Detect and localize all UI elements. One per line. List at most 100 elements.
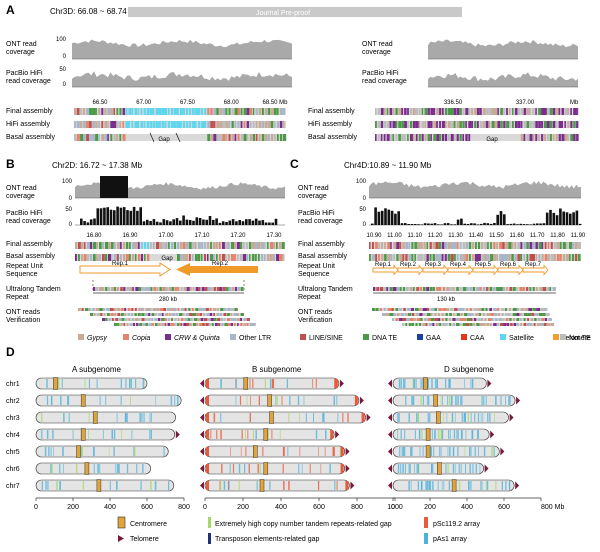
basal-assembly-bar-b-segment [123, 254, 126, 261]
ultralong-bar-c-segment [502, 287, 505, 291]
basal-assembly-bar-a-segment [146, 134, 149, 141]
chromosome-body [204, 462, 345, 475]
ont-verify-read-b-segment [192, 323, 196, 326]
hifi-assembly-label-right: HiFi assembly [308, 121, 352, 128]
ultralong-bar-b-segment [135, 287, 139, 291]
final-assembly-bar-b-segment [93, 242, 97, 249]
ont-verify-read-b-segment [92, 308, 95, 311]
ont-label-b-1: ONT read [6, 185, 37, 192]
basal-assembly-bar-b-segment [177, 254, 180, 261]
psc-array-start [206, 430, 209, 439]
ont-verify-read-c-segment [512, 308, 517, 311]
ont-verify-read-c-segment [523, 318, 526, 321]
repeat-band [134, 447, 136, 456]
repeat-band [425, 481, 427, 490]
repeat-band [422, 447, 424, 456]
hifi-coverage-bar-c [377, 211, 381, 225]
hifi-coverage-bar-b [103, 207, 106, 225]
psc-swatch [424, 517, 428, 528]
hifi-assembly-bar-a-right-segment [573, 121, 576, 128]
ont-verify-read-c-segment [422, 323, 426, 326]
hifi-assembly-bar-a-right-segment [462, 121, 465, 128]
ont-verify-read-b-segment [151, 318, 154, 321]
ont-verify-read-b-segment [151, 323, 154, 326]
hifi-assembly-bar-a-segment [149, 121, 153, 128]
ont-verify-read-b-segment [183, 323, 187, 326]
basal-assembly-bar-c-segment [505, 254, 509, 261]
basal-assembly-bar-c-segment [432, 254, 436, 261]
basal-assembly-bar-b-segment [102, 254, 105, 261]
final-assembly-bar-c-segment [408, 242, 410, 249]
final-assembly-bar-c-segment [568, 242, 572, 249]
basal-assembly-bar-a-segment [83, 134, 86, 141]
gap-label-b: Gap [161, 256, 173, 262]
basal-assembly-bar-b-segment [132, 254, 135, 261]
repeat-band [470, 413, 472, 422]
ont-verify-read-b-segment [88, 308, 91, 311]
repeat-band [44, 447, 47, 456]
ont-verify-read-b-segment [249, 323, 253, 326]
repeat-band [486, 481, 489, 490]
repeat-band [457, 396, 459, 405]
axis-label-d: 400 [104, 504, 116, 511]
basal-assembly-bar-b-segment [282, 254, 284, 261]
ont-verify-read-c-segment [426, 308, 430, 311]
watermark-bar [128, 7, 462, 17]
ont-verify-read-b-segment [120, 308, 124, 311]
legend-swatch-line_sine [300, 334, 306, 340]
final-assembly-bar-a-right-segment [380, 108, 384, 115]
basal-assembly-bar-c-segment [517, 254, 521, 261]
hifi-coverage-bar-c [578, 223, 582, 225]
final-assembly-label-b: Final assembly [6, 241, 53, 248]
final-assembly-bar-a-right-segment [430, 108, 434, 115]
repeat-band [403, 379, 405, 388]
hifi-label-b-2: read coverage [6, 218, 51, 225]
repeat-band [235, 396, 237, 405]
final-assembly-bar-b-segment [147, 242, 149, 249]
basal-assembly-bar-c-segment [384, 254, 387, 261]
hifi-coverage-bar-c [407, 224, 410, 225]
hifi-coverage-area-a-right [428, 72, 578, 87]
ont-verify-read-b-segment [208, 323, 211, 326]
ultralong-bar-b-segment [234, 287, 238, 291]
centromere [269, 411, 274, 424]
chrom-label: chr2 [6, 398, 20, 405]
chromosome-chr1 [388, 377, 492, 390]
hifi-coverage-bar-c [390, 210, 394, 225]
basal-assembly-label-c: Basal assembly [298, 253, 348, 260]
basal-assembly-bar-c-segment [514, 254, 517, 261]
repeat-band [474, 413, 476, 422]
repeat-band [256, 481, 258, 490]
hifi-coverage-bar-c [519, 223, 523, 225]
repeat-unit-label-b-1: Repeat Unit [6, 263, 43, 270]
hifi-coverage-bar-b [165, 220, 169, 225]
ont-verify-read-b-segment [134, 313, 137, 316]
final-assembly-bar-a-right-segment [444, 108, 448, 115]
ont-verify-read-b-segment [152, 308, 157, 311]
psc-array-end [354, 396, 358, 405]
repeat-band [464, 413, 466, 422]
repeat-band [493, 447, 495, 456]
hifi-assembly-bar-a-right-segment [526, 121, 530, 128]
final-assembly-bar-c-segment [393, 242, 397, 249]
basal-assembly-bar-b-segment [216, 254, 218, 261]
ont-label-c-2: coverage [298, 193, 327, 200]
panel-c-track-labels: ONT read coverage PacBio HiFi read cover… [298, 179, 367, 324]
ont-verify-read-b-segment [209, 313, 213, 316]
final-assembly-bar-b-segment [135, 242, 138, 249]
final-assembly-bar-c-segment [381, 242, 383, 249]
ont-verify-label-c-2: Verification [298, 317, 332, 324]
ont-verify-read-b-segment [110, 308, 114, 311]
hifi-assembly-bar-a-segment [128, 121, 130, 128]
repeat-band [448, 379, 450, 388]
ont-verify-read-b-segment [240, 313, 244, 316]
repeat-band [480, 413, 482, 422]
chromosome-body [204, 479, 350, 492]
repeat-band [452, 464, 455, 473]
repeat-band [472, 379, 474, 388]
hifi-assembly-bar-a-right-segment [541, 121, 544, 128]
ont-verify-read-c-segment [546, 313, 550, 316]
telomere-start [388, 379, 392, 388]
hifi-coverage-bar-b [93, 218, 96, 225]
repeat-band [410, 481, 412, 490]
